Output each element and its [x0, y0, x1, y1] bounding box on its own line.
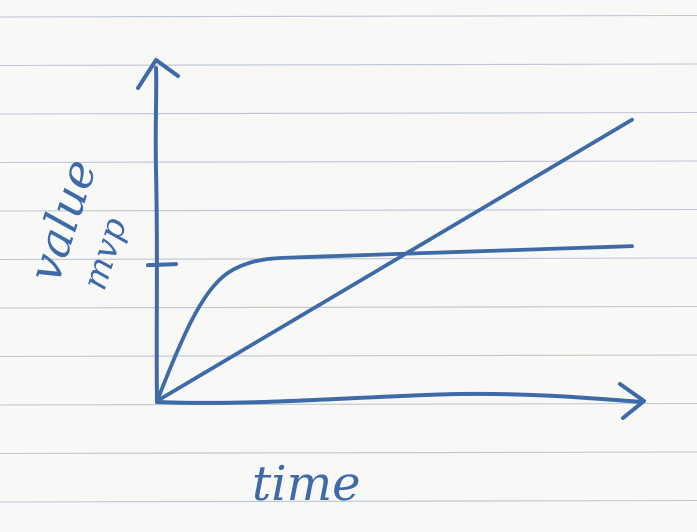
- axes: [136, 58, 646, 420]
- series-layer: [155, 117, 634, 403]
- series-line-1: [155, 244, 634, 403]
- mvp-tick: [146, 262, 178, 268]
- x-axis-arrowhead: [618, 382, 646, 420]
- y-axis-arrowhead: [136, 58, 180, 90]
- rule-line: [0, 160, 697, 164]
- rule-line: [0, 208, 697, 212]
- rule-line: [0, 111, 697, 115]
- series-line-2: [155, 117, 634, 403]
- rule-line: [0, 257, 697, 261]
- rule-line: [0, 305, 697, 309]
- rule-line: [0, 451, 697, 455]
- rule-line: [0, 354, 697, 358]
- rule-line: [0, 499, 697, 503]
- notebook-rule-lines: [0, 14, 697, 503]
- x-axis-label: time: [252, 456, 361, 512]
- y-axis-line: [153, 66, 159, 404]
- rule-line: [0, 63, 697, 67]
- rule-line: [0, 14, 697, 18]
- x-axis-line: [155, 391, 644, 405]
- rule-line: [0, 402, 697, 406]
